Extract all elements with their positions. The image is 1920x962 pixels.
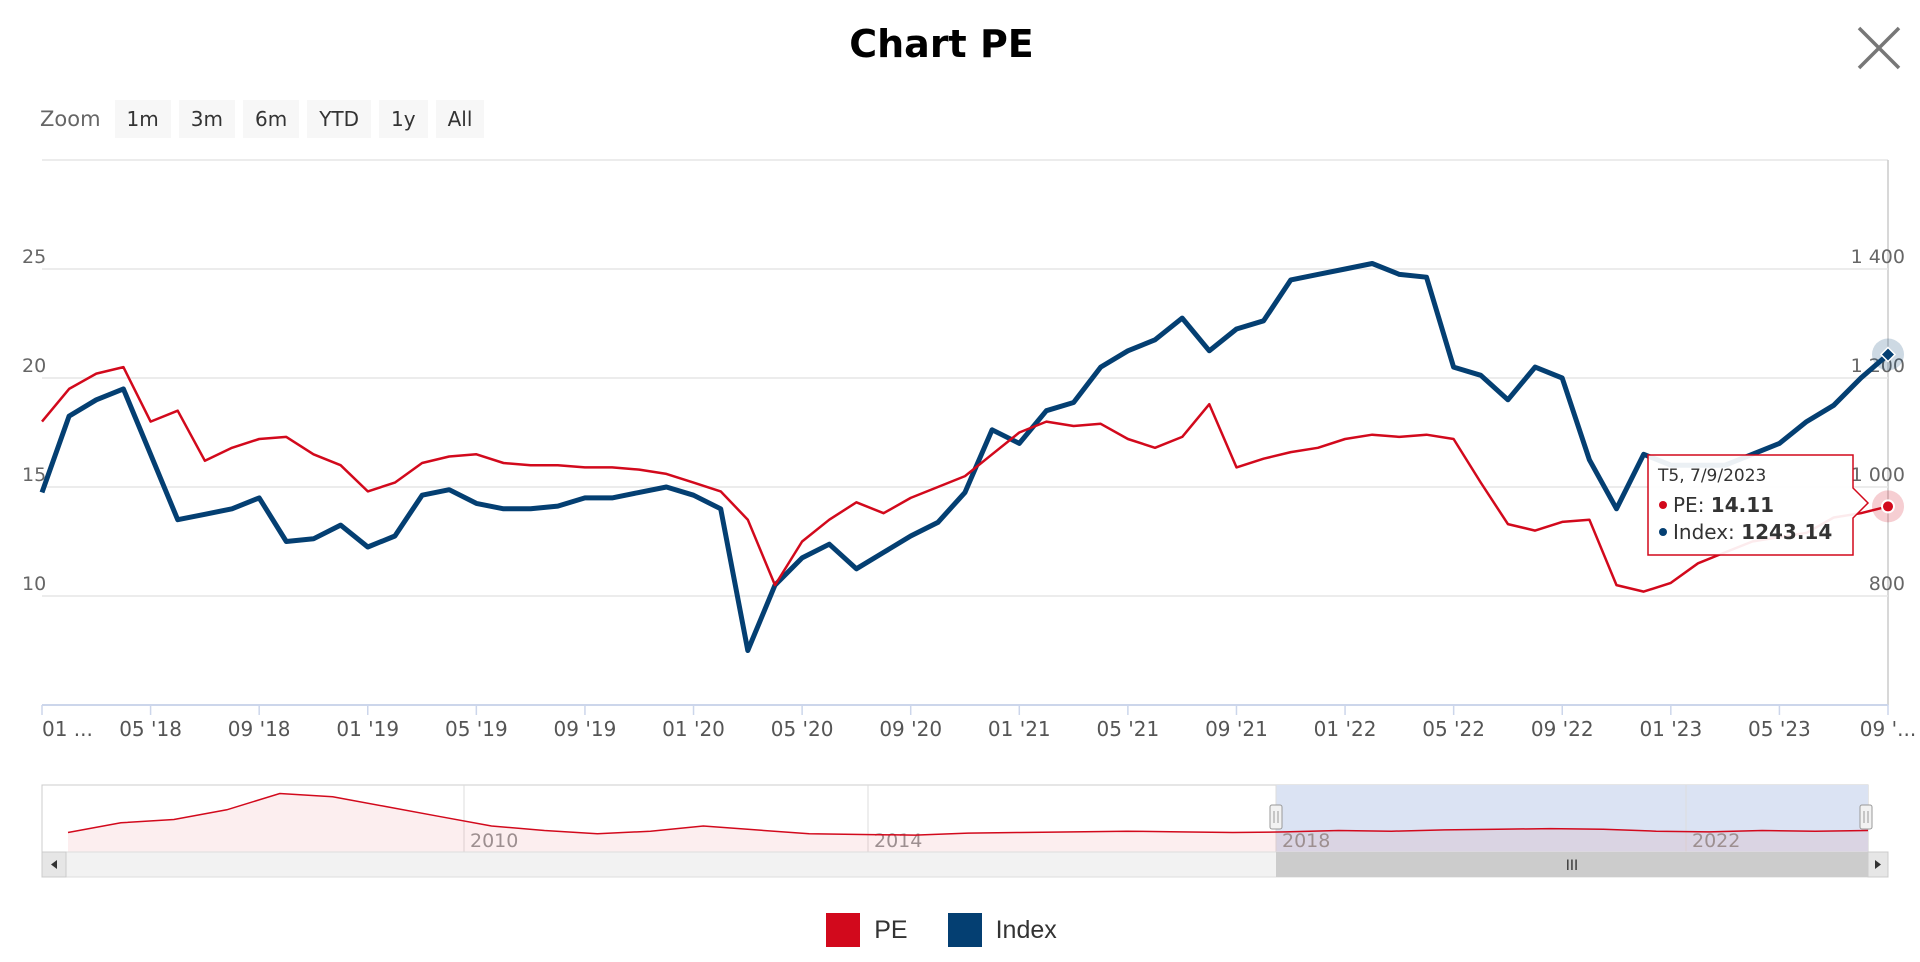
navigator: 2010201420182022 bbox=[41, 784, 1873, 853]
legend-swatch-pe bbox=[826, 913, 861, 947]
zoom-6m-button[interactable]: 6m bbox=[242, 100, 300, 138]
legend: PE Index bbox=[0, 913, 1883, 947]
y-left-tick-label: 20 bbox=[22, 355, 46, 377]
x-tick-label: 05 '22 bbox=[1422, 717, 1485, 741]
tooltip-pe-dot bbox=[1659, 501, 1667, 509]
y-right-tick-label: 800 bbox=[1869, 573, 1905, 595]
close-icon bbox=[1857, 26, 1901, 70]
zoom-3m-button[interactable]: 3m bbox=[178, 100, 235, 138]
legend-item-index[interactable]: Index bbox=[947, 913, 1057, 947]
navigator-year-label: 2018 bbox=[1282, 830, 1330, 852]
scroll-right-icon bbox=[1875, 860, 1881, 869]
x-tick-label: 01 '20 bbox=[662, 717, 725, 741]
scrollbar-thumb bbox=[1276, 852, 1868, 877]
navigator-year-label: 2022 bbox=[1692, 830, 1740, 852]
tooltip-pe: PE: 14.11 bbox=[1673, 493, 1774, 517]
x-tick-label: 09 '20 bbox=[879, 717, 942, 741]
pe-hover-marker bbox=[1881, 499, 1895, 514]
navigator-year-label: 2010 bbox=[470, 830, 518, 852]
x-tick-label: 05 '19 bbox=[445, 717, 508, 741]
legend-swatch-index bbox=[947, 913, 982, 947]
scroll-left-icon bbox=[51, 860, 57, 869]
navigator-series-line bbox=[67, 792, 1869, 836]
x-tick-label: 01 '19 bbox=[336, 717, 399, 741]
handle-grip bbox=[1859, 804, 1873, 830]
navigator-left-handle[interactable] bbox=[1269, 804, 1283, 830]
x-tick-label: 09 '21 bbox=[1205, 717, 1268, 741]
close-button[interactable] bbox=[1855, 24, 1903, 72]
legend-label-pe: PE bbox=[874, 915, 908, 944]
scrollbar-grip: III bbox=[1566, 858, 1578, 874]
x-tick-label: 05 '18 bbox=[119, 717, 182, 741]
series-line-index bbox=[39, 261, 1890, 653]
y-right-tick-label: 1 400 bbox=[1851, 246, 1905, 268]
handle-grip bbox=[1269, 804, 1283, 830]
tooltip-date: T5, 7/9/2023 bbox=[1657, 466, 1766, 486]
zoom-ytd-button[interactable]: YTD bbox=[307, 100, 372, 138]
navigator-selected-range bbox=[1276, 785, 1868, 852]
legend-label-index: Index bbox=[995, 915, 1057, 944]
x-tick-label: 01 '23 bbox=[1639, 717, 1702, 741]
x-tick-label: 01 ... bbox=[42, 717, 93, 741]
x-tick-label: 05 '21 bbox=[1096, 717, 1159, 741]
y-left-tick-label: 10 bbox=[22, 573, 46, 595]
zoom-all-button[interactable]: All bbox=[435, 100, 485, 138]
tooltip-index-dot bbox=[1659, 528, 1667, 536]
x-tick-label: 09 '... bbox=[1860, 717, 1916, 741]
x-tick-label: 01 '21 bbox=[988, 717, 1051, 741]
zoom-bar: Zoom 1m 3m 6m YTD 1y All bbox=[40, 100, 485, 138]
series-group bbox=[39, 261, 1890, 653]
x-tick-label: 01 '22 bbox=[1314, 717, 1377, 741]
y-left-tick-label: 25 bbox=[22, 246, 46, 268]
navigator-right-handle[interactable] bbox=[1859, 804, 1873, 830]
tooltip-box bbox=[1647, 454, 1870, 556]
x-tick-label: 09 '19 bbox=[554, 717, 617, 741]
legend-item-pe[interactable]: PE bbox=[826, 913, 908, 947]
series-line-pe bbox=[41, 365, 1889, 593]
x-tick-label: 05 '20 bbox=[771, 717, 834, 741]
zoom-label: Zoom bbox=[40, 107, 101, 131]
zoom-1y-button[interactable]: 1y bbox=[379, 100, 428, 138]
chart-title: Chart PE bbox=[849, 22, 1034, 66]
navigator-scrollbar[interactable]: III bbox=[41, 851, 1889, 878]
y-left-tick-label: 15 bbox=[22, 464, 46, 486]
y-right-tick-label: 1 000 bbox=[1851, 464, 1905, 486]
tooltip-index: Index: 1243.14 bbox=[1673, 520, 1832, 544]
tooltip: T5, 7/9/2023 PE: 14.11 Index: 1243.14 bbox=[1647, 454, 1870, 556]
x-tick-label: 09 '22 bbox=[1531, 717, 1594, 741]
index-hover-marker bbox=[1879, 346, 1897, 363]
navigator-series-area bbox=[68, 793, 1868, 852]
x-tick-label: 05 '23 bbox=[1748, 717, 1811, 741]
x-tick-label: 09 '18 bbox=[228, 717, 291, 741]
zoom-1m-button[interactable]: 1m bbox=[114, 100, 171, 138]
